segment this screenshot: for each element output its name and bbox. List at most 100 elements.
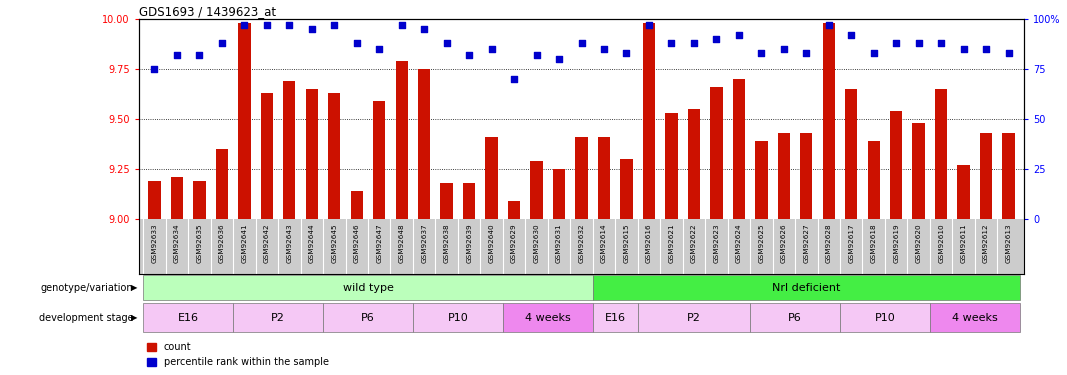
Bar [193, 181, 206, 219]
Bar [238, 23, 251, 219]
Bar [575, 137, 588, 219]
Bar [441, 183, 452, 219]
Text: GSM92610: GSM92610 [938, 224, 944, 263]
Text: GSM92631: GSM92631 [556, 224, 562, 263]
Bar [413, 303, 503, 332]
Point [910, 40, 927, 46]
Text: P6: P6 [789, 313, 802, 323]
Bar [503, 303, 593, 332]
Point [348, 40, 365, 46]
Text: E16: E16 [605, 313, 625, 323]
Point [933, 40, 950, 46]
Bar [328, 93, 340, 219]
Bar [508, 201, 521, 219]
Bar [553, 169, 566, 219]
Point [730, 32, 747, 38]
Text: GSM92615: GSM92615 [623, 224, 630, 263]
Bar [711, 87, 722, 219]
Bar [957, 165, 970, 219]
Text: GSM92611: GSM92611 [960, 224, 967, 263]
Bar [373, 101, 385, 219]
Bar [598, 137, 610, 219]
Text: GSM92644: GSM92644 [308, 224, 315, 263]
Point [393, 22, 410, 28]
Text: GSM92619: GSM92619 [893, 224, 899, 263]
Bar [845, 89, 858, 219]
Bar [351, 191, 363, 219]
Text: GSM92648: GSM92648 [399, 224, 404, 263]
Text: GSM92643: GSM92643 [286, 224, 292, 263]
Point [146, 66, 163, 72]
Point [753, 50, 770, 56]
Point [483, 46, 500, 52]
Bar [463, 183, 475, 219]
Point [169, 52, 186, 58]
Text: GSM92626: GSM92626 [781, 224, 786, 263]
Text: GDS1693 / 1439623_at: GDS1693 / 1439623_at [139, 4, 276, 18]
Text: GSM92637: GSM92637 [421, 224, 427, 263]
Point [303, 26, 320, 32]
Point [798, 50, 815, 56]
Point [258, 22, 275, 28]
Bar [638, 303, 750, 332]
Text: GSM92621: GSM92621 [668, 224, 674, 263]
Bar [143, 303, 233, 332]
Point [281, 22, 298, 28]
Point [977, 46, 994, 52]
Point [865, 50, 882, 56]
Text: 4 weeks: 4 weeks [525, 313, 571, 323]
Bar [216, 149, 228, 219]
Bar [171, 177, 184, 219]
Bar [778, 133, 790, 219]
Text: GSM92629: GSM92629 [511, 224, 517, 263]
Text: GSM92612: GSM92612 [983, 224, 989, 263]
Point [213, 40, 230, 46]
Text: 4 weeks: 4 weeks [952, 313, 998, 323]
Point [236, 22, 253, 28]
Bar [143, 275, 593, 300]
Point [888, 40, 905, 46]
Point [776, 46, 793, 52]
Bar [980, 133, 992, 219]
Text: GSM92638: GSM92638 [444, 224, 449, 263]
Text: wild type: wild type [343, 283, 394, 293]
Text: ▶: ▶ [131, 314, 138, 322]
Text: Nrl deficient: Nrl deficient [773, 283, 841, 293]
Text: GSM92616: GSM92616 [646, 224, 652, 263]
Bar [665, 113, 678, 219]
Point [506, 76, 523, 82]
Point [325, 22, 343, 28]
Text: GSM92647: GSM92647 [377, 224, 382, 263]
Point [955, 46, 972, 52]
Point [618, 50, 635, 56]
Text: GSM92620: GSM92620 [915, 224, 922, 263]
Text: GSM92645: GSM92645 [331, 224, 337, 263]
Bar [935, 89, 947, 219]
Text: GSM92613: GSM92613 [1005, 224, 1012, 263]
Text: GSM92624: GSM92624 [736, 224, 742, 263]
Text: GSM92646: GSM92646 [354, 224, 360, 263]
Point [663, 40, 680, 46]
Bar [593, 303, 638, 332]
Text: GSM92617: GSM92617 [848, 224, 855, 263]
Bar [867, 141, 880, 219]
Bar [620, 159, 633, 219]
Text: P2: P2 [687, 313, 701, 323]
Point [821, 22, 838, 28]
Text: GSM92622: GSM92622 [691, 224, 697, 263]
Bar [930, 303, 1020, 332]
Text: P10: P10 [875, 313, 895, 323]
Text: GSM92614: GSM92614 [601, 224, 607, 263]
Legend: count, percentile rank within the sample: count, percentile rank within the sample [144, 339, 333, 371]
Bar [755, 141, 767, 219]
Text: ▶: ▶ [131, 284, 138, 292]
Point [528, 52, 545, 58]
Point [416, 26, 433, 32]
Point [573, 40, 590, 46]
Bar [1002, 133, 1015, 219]
Text: GSM92642: GSM92642 [264, 224, 270, 263]
Point [551, 56, 568, 62]
Text: P6: P6 [361, 313, 375, 323]
Text: genotype/variation: genotype/variation [41, 283, 133, 293]
Text: GSM92639: GSM92639 [466, 224, 472, 263]
